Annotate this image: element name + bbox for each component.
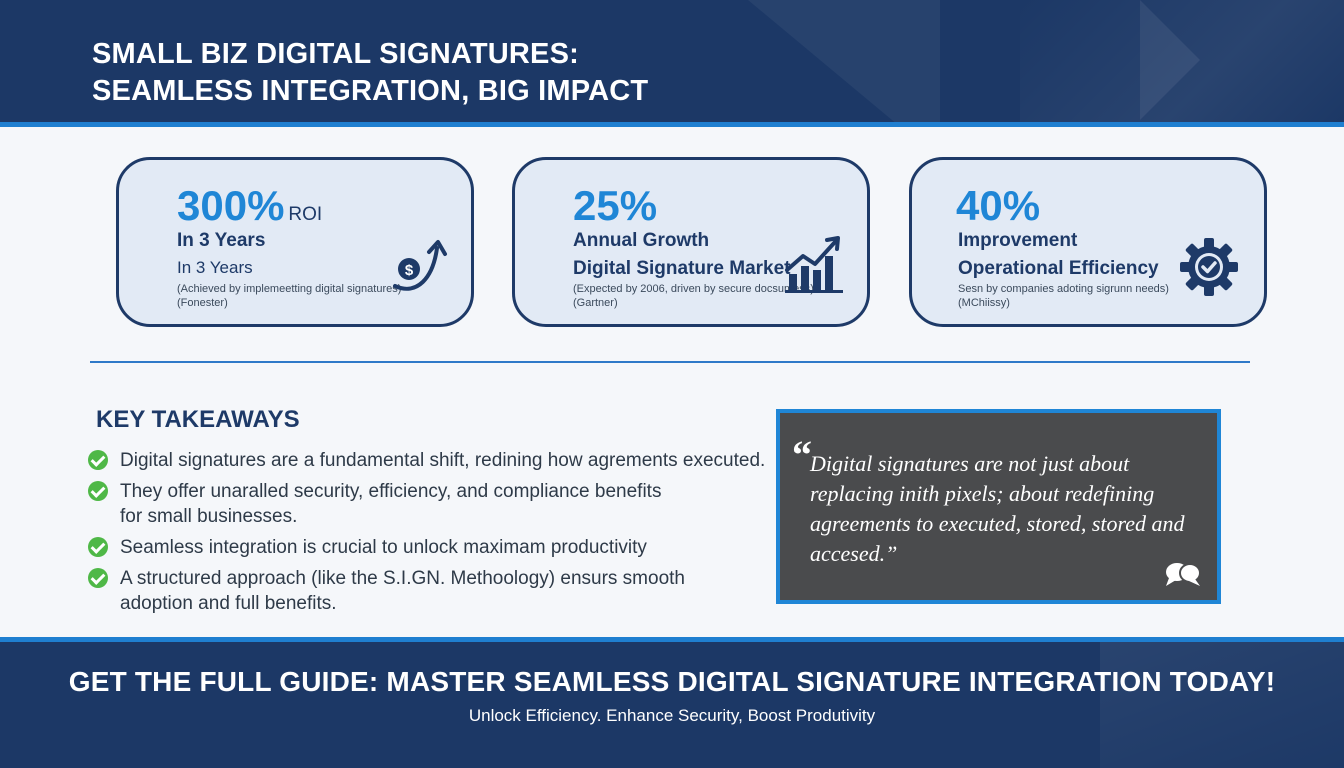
header-banner: SMALL BIZ DIGITAL SIGNATURES: SEAMLESS I… xyxy=(0,0,1344,122)
check-circle-icon xyxy=(88,537,108,557)
svg-text:$: $ xyxy=(405,262,414,279)
stat-label-primary: Annual Growth xyxy=(573,230,710,251)
footer-banner: GET THE FULL GUIDE: MASTER SEAMLESS DIGI… xyxy=(0,642,1344,768)
page-title-line1: SMALL BIZ DIGITAL SIGNATURES: xyxy=(92,38,579,70)
check-circle-icon xyxy=(88,481,108,501)
check-circle-icon xyxy=(88,450,108,470)
stat-note: Sesn by companies adoting sigrunn needs) xyxy=(958,283,1169,295)
key-takeaways-list: Digital signatures are a fundamental shi… xyxy=(88,448,768,622)
section-divider xyxy=(90,361,1250,363)
footer-accent-line xyxy=(0,637,1344,642)
list-item: Digital signatures are a fundamental shi… xyxy=(88,448,768,473)
list-item: They offer unaralled security, efficienc… xyxy=(88,479,768,529)
gear-check-icon xyxy=(1180,238,1238,296)
stat-label-primary: In 3 Years xyxy=(177,230,266,251)
bar-chart-growth-icon xyxy=(785,236,843,293)
list-item-text: A structured approach (like the S.I.GN. … xyxy=(120,568,685,614)
quote-mark: “ xyxy=(792,432,812,477)
header-decor-triangle xyxy=(1140,0,1200,120)
list-item-text: They offer unaralled security, efficienc… xyxy=(120,481,662,527)
cta-heading: GET THE FULL GUIDE: MASTER SEAMLESS DIGI… xyxy=(68,666,1276,697)
stat-note: (Achieved by implemeetting digital signa… xyxy=(177,283,402,295)
stat-card-roi: 300% ROI In 3 Years In 3 Years (Achieved … xyxy=(116,157,474,327)
stat-source: (MChiissy) xyxy=(958,297,1010,309)
check-circle-icon xyxy=(88,568,108,588)
header-accent-line xyxy=(0,122,1344,127)
stat-label-secondary: Digital Signature Market xyxy=(573,258,791,279)
stat-value-suffix: ROI xyxy=(288,204,323,225)
stat-label-primary: Improvement xyxy=(958,230,1078,251)
list-item-text: Seamless integration is crucial to unloc… xyxy=(120,537,647,558)
key-takeaways-title: KEY TAKEAWAYS xyxy=(96,406,300,433)
speech-bubbles-icon xyxy=(1166,563,1201,586)
stat-source: (Fonester) xyxy=(177,297,228,309)
dollar-growth-arrow-icon: $ xyxy=(393,240,447,291)
header-decor-shape xyxy=(700,0,940,122)
quote-text: Digital signatures are not just about re… xyxy=(810,451,1185,566)
stat-note: (Expected by 2006, driven by secure docs… xyxy=(573,283,814,295)
stat-card-growth: 25% Annual Growth Digital Signature Mark… xyxy=(512,157,870,327)
stat-label-secondary: Operational Efficiency xyxy=(958,258,1159,279)
list-item: A structured approach (like the S.I.GN. … xyxy=(88,566,768,616)
page-title-line2: SEAMLESS INTEGRATION, BIG IMPACT xyxy=(92,75,649,107)
header-decor-gradient xyxy=(1020,0,1344,122)
footer-decor-shape xyxy=(1100,642,1344,768)
stat-source: (Gartner) xyxy=(573,297,618,309)
page-title: SMALL BIZ DIGITAL SIGNATURES: SEAMLESS I… xyxy=(92,36,648,110)
list-item-text: Digital signatures are a fundamental shi… xyxy=(120,450,766,471)
quote-box: “ Digital signatures are not just about … xyxy=(776,409,1221,604)
stat-value: 25% xyxy=(573,182,658,229)
stat-label-secondary: In 3 Years xyxy=(177,258,253,277)
cta-subtitle: Unlock Efficiency. Enhance Security, Boo… xyxy=(468,706,876,725)
stat-value: 300% ROI xyxy=(177,182,323,229)
stat-value: 40% xyxy=(956,182,1041,229)
stat-card-efficiency: 40% Improvement Operational Efficiency S… xyxy=(909,157,1267,327)
list-item: Seamless integration is crucial to unloc… xyxy=(88,535,768,560)
